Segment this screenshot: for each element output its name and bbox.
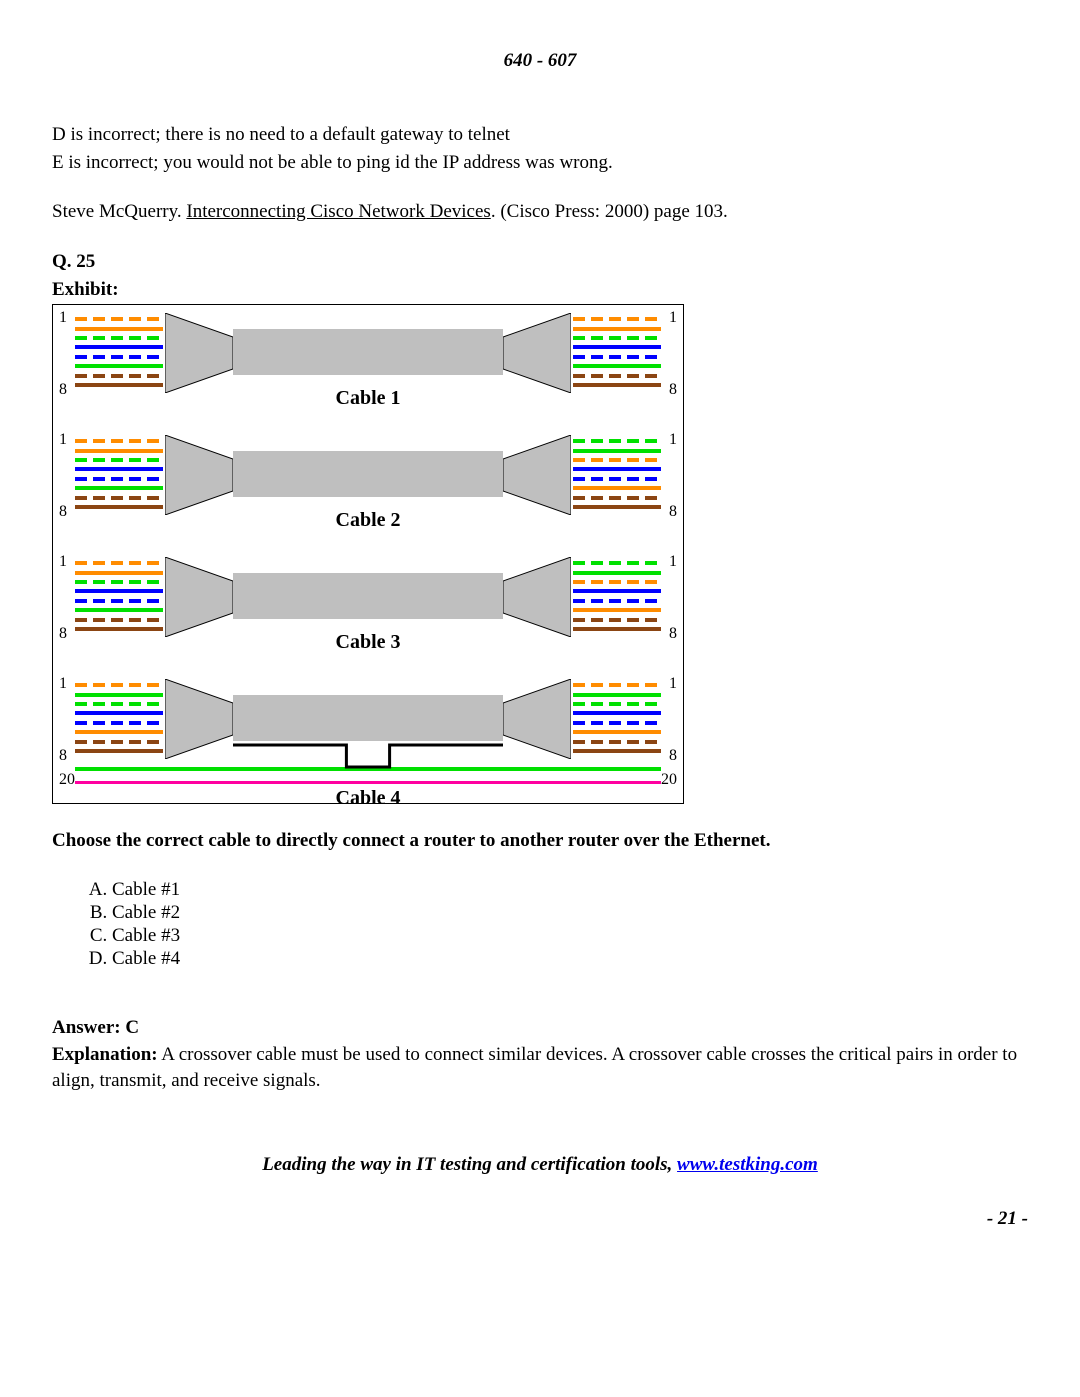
text-d-incorrect: D is incorrect; there is no need to a de…	[52, 122, 1028, 148]
question-number: Q. 25	[52, 249, 1028, 275]
cable-row-4: 1818Cable 42020	[53, 671, 683, 803]
footer-pre: Leading the way in IT testing and certif…	[262, 1154, 677, 1175]
answer-line: Answer: C	[52, 1015, 1028, 1041]
ref-title: Interconnecting Cisco Network Devices	[186, 201, 490, 222]
text-e-incorrect: E is incorrect; you would not be able to…	[52, 150, 1028, 176]
explanation-text: A crossover cable must be used to connec…	[52, 1044, 1017, 1091]
cable-row-1: 1818Cable 1	[53, 305, 683, 427]
reference-line: Steve McQuerry. Interconnecting Cisco Ne…	[52, 199, 1028, 225]
ref-author: Steve McQuerry.	[52, 201, 186, 222]
answer-label: Answer: C	[52, 1017, 139, 1038]
option-b: Cable #2	[112, 902, 1028, 924]
question-prompt: Choose the correct cable to directly con…	[52, 828, 1028, 854]
explanation-label: Explanation:	[52, 1044, 158, 1065]
cable-label: Cable 1	[53, 387, 683, 410]
footer-link[interactable]: www.testking.com	[677, 1154, 818, 1175]
footer-tagline: Leading the way in IT testing and certif…	[52, 1154, 1028, 1176]
exhibit-diagram: 1818Cable 11818Cable 21818Cable 31818Cab…	[52, 304, 684, 804]
cable-label: Cable 2	[53, 509, 683, 532]
explanation-line: Explanation: A crossover cable must be u…	[52, 1042, 1028, 1093]
cable-label: Cable 4	[53, 787, 683, 810]
document-page: 640 - 607 D is incorrect; there is no ne…	[0, 0, 1080, 1397]
cable-row-2: 1818Cable 2	[53, 427, 683, 549]
option-c: Cable #3	[112, 925, 1028, 947]
option-a: Cable #1	[112, 879, 1028, 901]
page-header: 640 - 607	[52, 50, 1028, 72]
answer-options: Cable #1 Cable #2 Cable #3 Cable #4	[52, 879, 1028, 970]
page-number: - 21 -	[52, 1208, 1028, 1230]
ref-post: . (Cisco Press: 2000) page 103.	[491, 201, 728, 222]
cable-row-3: 1818Cable 3	[53, 549, 683, 671]
cable-label: Cable 3	[53, 631, 683, 654]
exhibit-label: Exhibit:	[52, 277, 1028, 303]
option-d: Cable #4	[112, 948, 1028, 970]
